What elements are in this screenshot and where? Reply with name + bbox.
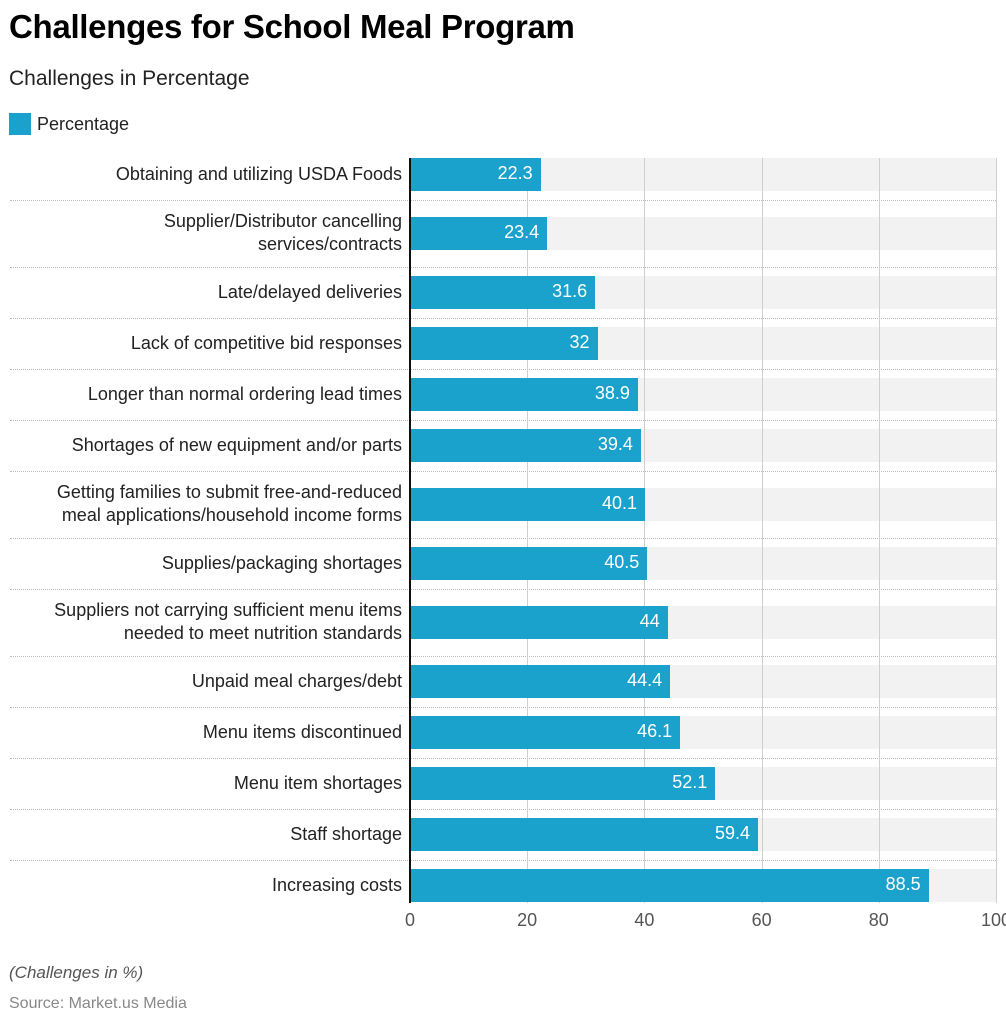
x-tick-label: 100: [980, 910, 1006, 930]
bar: [410, 817, 759, 851]
y-axis-line: [409, 158, 411, 903]
row-separator: [10, 470, 996, 472]
row-separator: [10, 419, 996, 421]
bar-value-label: 38.9: [594, 383, 630, 403]
row-separator: [10, 368, 996, 370]
category-label: Menu items discontinued: [202, 721, 402, 742]
chart-note: (Challenges in %): [9, 963, 144, 982]
bar: [410, 157, 541, 191]
bar-value-label: 22.3: [497, 163, 533, 183]
chart-subtitle: Challenges in Percentage: [9, 67, 250, 90]
gridline: [527, 158, 529, 903]
row-separator: [10, 706, 996, 708]
row-separator: [10, 757, 996, 759]
bar: [410, 766, 716, 800]
category-label: Staff shortage: [290, 823, 402, 844]
bar-value-label: 52.1: [672, 772, 708, 792]
row-separator: [10, 588, 996, 590]
bar-value-label: 23.4: [504, 222, 540, 242]
bar: [410, 377, 638, 411]
row-separator: [10, 859, 996, 861]
x-tick-label: 20: [517, 910, 538, 930]
gridline: [996, 158, 997, 903]
row-separator: [10, 317, 996, 319]
bar-value-label: 46.1: [637, 721, 673, 741]
bar: [410, 326, 598, 360]
category-label: Menu item shortages: [233, 772, 402, 793]
bar-value-label: 31.6: [552, 281, 588, 301]
row-separator: [10, 199, 996, 201]
x-tick-label: 40: [634, 910, 655, 930]
gridline: [878, 158, 880, 903]
bar-value-label: 88.5: [885, 874, 921, 894]
bar: [410, 275, 596, 309]
category-label: Lack of competitive bid responses: [130, 332, 402, 353]
category-label: Longer than normal ordering lead times: [87, 383, 402, 404]
bar: [410, 715, 681, 749]
chart-source: Source: Market.us Media: [9, 995, 187, 1012]
category-label: Supplier/Distributor cancelling services…: [163, 211, 402, 254]
bar-chart: 0 20 40 60 80 100 22.3 Obtaining and utilizing …: [10, 157, 1006, 930]
category-label: Shortages of new equipment and/or parts: [71, 434, 402, 455]
bar: [410, 428, 641, 462]
legend-swatch: [9, 113, 31, 135]
bar: [410, 216, 548, 250]
bar-value-label: 39.4: [597, 434, 633, 454]
legend-label: Percentage: [37, 113, 130, 134]
legend: Percentage: [9, 113, 129, 135]
category-label: Late/delayed deliveries: [217, 281, 402, 302]
row-separator: [10, 655, 996, 657]
category-label: Increasing costs: [271, 874, 402, 895]
category-label: Getting families to submit free-and-redu…: [56, 482, 402, 525]
bar: [410, 868, 929, 902]
gridline: [761, 158, 763, 903]
category-label: Supplies/packaging shortages: [161, 552, 402, 573]
row-separator: [10, 266, 996, 268]
bar: [410, 546, 648, 580]
bar-value-label: 44.4: [627, 670, 663, 690]
category-label: Unpaid meal charges/debt: [191, 670, 402, 691]
bar-value-label: 44: [639, 611, 660, 631]
x-tick-label: 0: [404, 910, 416, 930]
bar: [410, 487, 645, 521]
bar-value-label: 40.5: [604, 552, 640, 572]
row-separator: [10, 808, 996, 810]
gridline: [644, 158, 646, 903]
bar-value-label: 59.4: [715, 823, 751, 843]
category-label: Suppliers not carrying sufficient menu i…: [54, 600, 402, 643]
x-tick-label: 60: [751, 910, 772, 930]
chart-title: Challenges for School Meal Program: [9, 8, 575, 45]
category-label: Obtaining and utilizing USDA Foods: [115, 163, 402, 184]
bar: [410, 605, 668, 639]
bar: [410, 664, 671, 698]
bar-value-label: 40.1: [601, 493, 637, 513]
bar-value-label: 32: [569, 332, 590, 352]
row-separator: [10, 537, 996, 539]
x-tick-label: 80: [868, 910, 889, 930]
